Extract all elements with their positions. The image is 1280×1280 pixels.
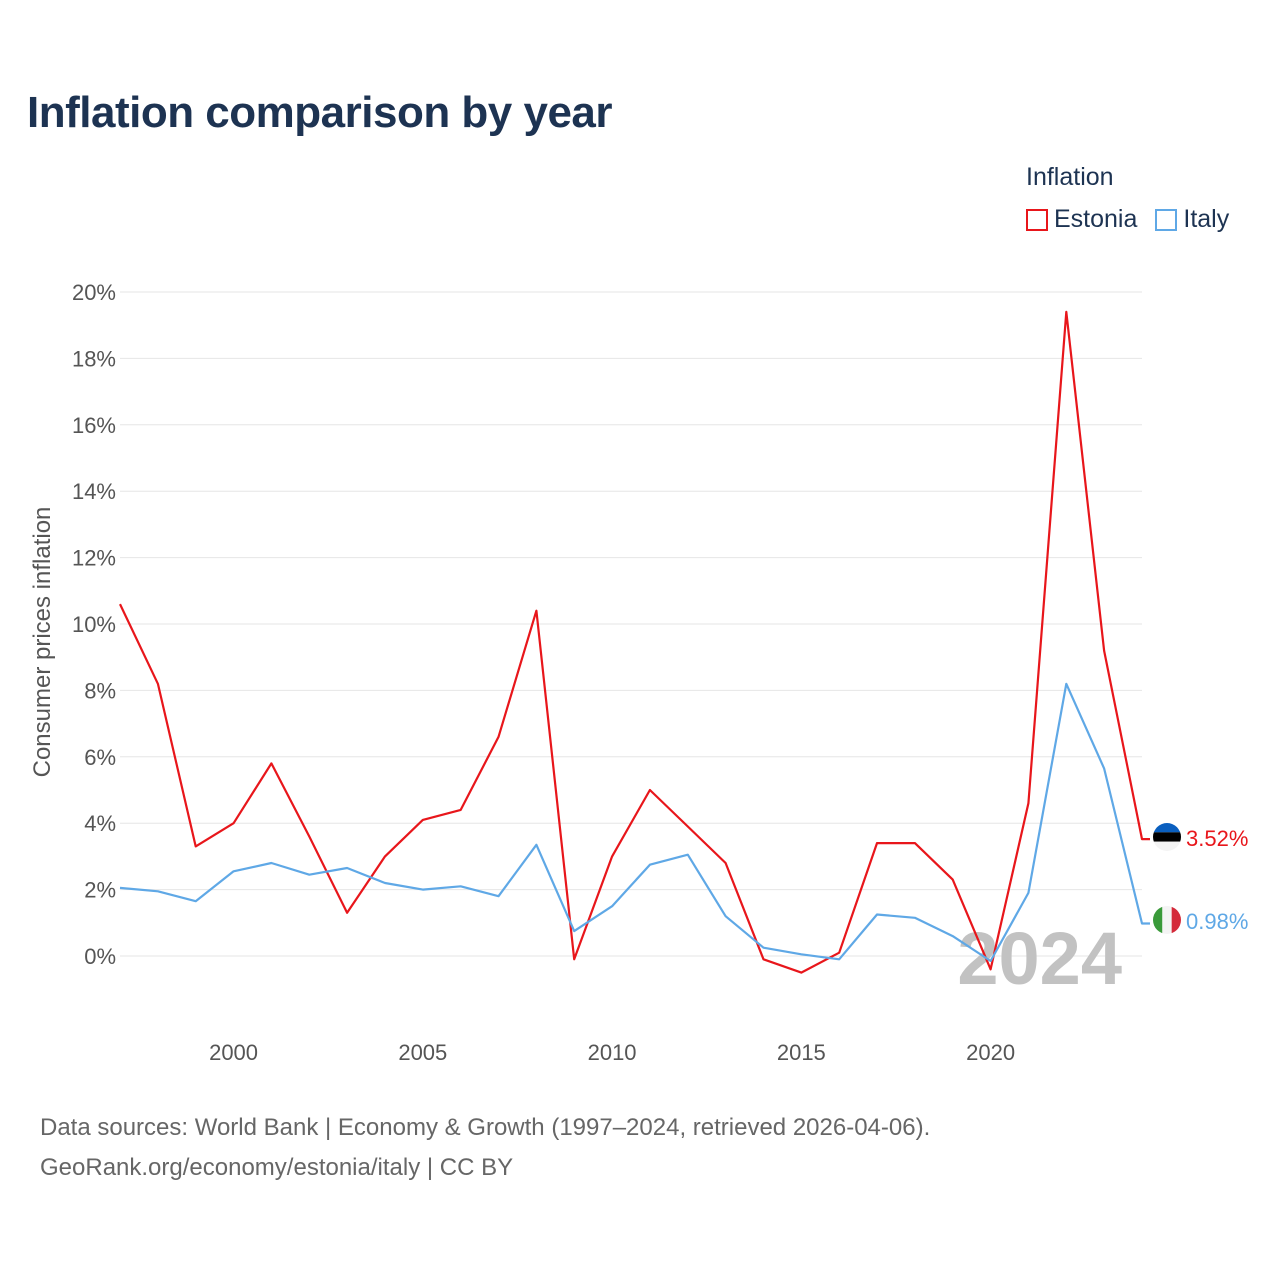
series-lines [119,310,1150,974]
grid-lines [120,291,1142,957]
x-tick-2020: 2020 [966,1040,1015,1065]
year-watermark: 2024 [957,917,1122,1000]
end-markers: 3.52% 0.98% [1153,823,1248,934]
y-tick-16: 16% [72,413,116,438]
x-tick-2015: 2015 [777,1040,826,1065]
flag-estonia-icon [1153,823,1181,851]
y-tick-12: 12% [72,546,116,571]
legend-title: Inflation [1026,163,1114,191]
y-tick-20: 20% [72,280,116,305]
y-tick-8: 8% [84,678,116,703]
y-tick-6: 6% [84,745,116,770]
end-label-italy: 0.98% [1186,909,1248,934]
y-axis-ticks: 0% 2% 4% 6% 8% 10% 12% 14% 16% 18% 20% [72,280,116,969]
x-axis-ticks: 2000 2005 2010 2015 2020 [209,1040,1015,1065]
flag-italy-icon [1153,906,1181,934]
legend-label-estonia: Estonia [1054,205,1138,233]
y-tick-4: 4% [84,811,116,836]
x-tick-2010: 2010 [588,1040,637,1065]
chart-title: Inflation comparison by year [27,88,613,137]
x-tick-2005: 2005 [398,1040,447,1065]
legend-item-italy[interactable]: Italy [1155,205,1229,234]
y-tick-0: 0% [84,944,116,969]
legend: Estonia Italy [1026,205,1247,234]
y-tick-2: 2% [84,878,116,903]
legend-swatch-italy [1155,208,1178,231]
legend-label-italy: Italy [1183,205,1230,233]
y-tick-14: 14% [72,479,116,504]
series-line-italy[interactable] [119,682,1150,963]
legend-item-estonia[interactable]: Estonia [1026,205,1137,234]
source-line-2[interactable]: GeoRank.org/economy/estonia/italy | CC B… [40,1154,514,1181]
end-label-estonia: 3.52% [1186,826,1248,851]
x-tick-2000: 2000 [209,1040,258,1065]
y-tick-10: 10% [72,612,116,637]
source-note: Data sources: World Bank | Economy & Gro… [40,1108,930,1188]
series-line-estonia[interactable] [119,310,1150,974]
y-tick-18: 18% [72,346,116,371]
legend-swatch-estonia [1026,208,1048,231]
y-axis-label: Consumer prices inflation [29,507,56,778]
source-line-1: Data sources: World Bank | Economy & Gro… [40,1114,931,1141]
